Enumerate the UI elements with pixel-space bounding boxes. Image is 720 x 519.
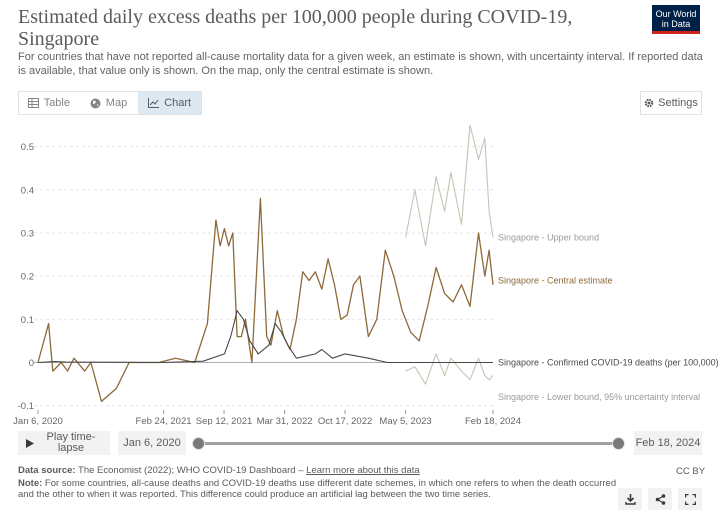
share-icon (655, 493, 665, 505)
y-tick-label: 0.4 (21, 185, 34, 196)
upper-bound-line (405, 125, 494, 247)
logo-line-1: Our World (655, 9, 697, 19)
note-label: Note: (18, 478, 43, 489)
timeline-slider-track[interactable] (198, 442, 618, 445)
y-tick-label: 0.1 (21, 315, 34, 326)
y-tick-label: -0.1 (18, 401, 34, 412)
tab-chart-label: Chart (164, 97, 192, 109)
settings-button[interactable]: Settings (640, 91, 702, 115)
chart-subtitle: For countries that have not reported all… (18, 51, 703, 77)
play-icon (26, 438, 34, 448)
start-date-display: Jan 6, 2020 (118, 431, 186, 455)
chart-footer: Data source: The Economist (2022); WHO C… (18, 465, 618, 500)
download-button[interactable] (618, 488, 642, 510)
tab-table-label: Table (43, 97, 70, 109)
data-source: Data source: The Economist (2022); WHO C… (18, 465, 618, 476)
lower-bound-label: Singapore - Lower bound, 95% uncertainty… (498, 392, 700, 402)
license-label[interactable]: CC BY (676, 466, 706, 477)
data-source-text: The Economist (2022); WHO COVID-19 Dashb… (78, 465, 307, 476)
gear-icon (644, 98, 654, 108)
fullscreen-icon (684, 493, 696, 505)
owid-logo[interactable]: Our World in Data (652, 5, 700, 34)
timeline-start-handle[interactable] (192, 437, 205, 450)
table-icon (27, 98, 39, 108)
play-timelapse-button[interactable]: Play time-lapse (18, 431, 110, 455)
confirmed-deaths-line (37, 310, 493, 364)
tab-map[interactable]: Map (79, 92, 139, 114)
x-tick-label: Feb 24, 2021 (136, 416, 192, 425)
x-tick-label: Sep 12, 2021 (196, 416, 253, 425)
y-tick-label: 0.2 (21, 272, 34, 283)
logo-line-2: in Data (661, 19, 691, 29)
share-button[interactable] (648, 488, 672, 510)
chart-note: Note: For some countries, all-cause deat… (18, 478, 618, 500)
lower-bound-line (405, 353, 494, 385)
tab-table[interactable]: Table (19, 92, 79, 114)
timeline-controls: Play time-lapse Jan 6, 2020 Feb 18, 2024 (18, 431, 702, 455)
data-source-label: Data source: (18, 465, 76, 476)
note-text: For some countries, all-cause deaths and… (18, 478, 617, 500)
y-tick-label: 0 (29, 358, 34, 369)
tab-map-label: Map (105, 97, 128, 109)
globe-icon (90, 98, 101, 108)
view-tabs: Table Map Chart (18, 91, 202, 115)
tab-chart[interactable]: Chart (138, 92, 201, 114)
x-tick-label: May 5, 2023 (379, 416, 431, 425)
x-tick-label: Jan 6, 2020 (13, 416, 63, 425)
line-chart-icon (148, 98, 160, 108)
y-tick-label: 0.5 (21, 142, 34, 153)
confirmed-deaths-label: Singapore - Confirmed COVID-19 deaths (p… (498, 358, 719, 368)
central-estimate-line (37, 197, 494, 403)
x-tick-label: Oct 17, 2022 (318, 416, 372, 425)
x-tick-label: Feb 18, 2024 (465, 416, 521, 425)
download-icon (624, 493, 636, 505)
y-tick-label: 0.3 (21, 228, 34, 239)
settings-label: Settings (658, 97, 698, 109)
timeline-end-handle[interactable] (612, 437, 625, 450)
fullscreen-button[interactable] (678, 488, 702, 510)
learn-more-link[interactable]: Learn more about this data (306, 465, 420, 476)
central-estimate-label: Singapore - Central estimate (498, 275, 613, 285)
end-date-display: Feb 18, 2024 (634, 431, 702, 455)
x-tick-label: Mar 31, 2022 (257, 416, 313, 425)
chart-title: Estimated daily excess deaths per 100,00… (18, 6, 573, 50)
play-timelapse-label: Play time-lapse (46, 431, 96, 454)
upper-bound-label: Singapore - Upper bound (498, 232, 599, 242)
line-chart: -0.1 0 0.1 0.2 0.3 0.4 0.5 Jan 6, 2020 Feb 24, 2… (13, 125, 719, 425)
